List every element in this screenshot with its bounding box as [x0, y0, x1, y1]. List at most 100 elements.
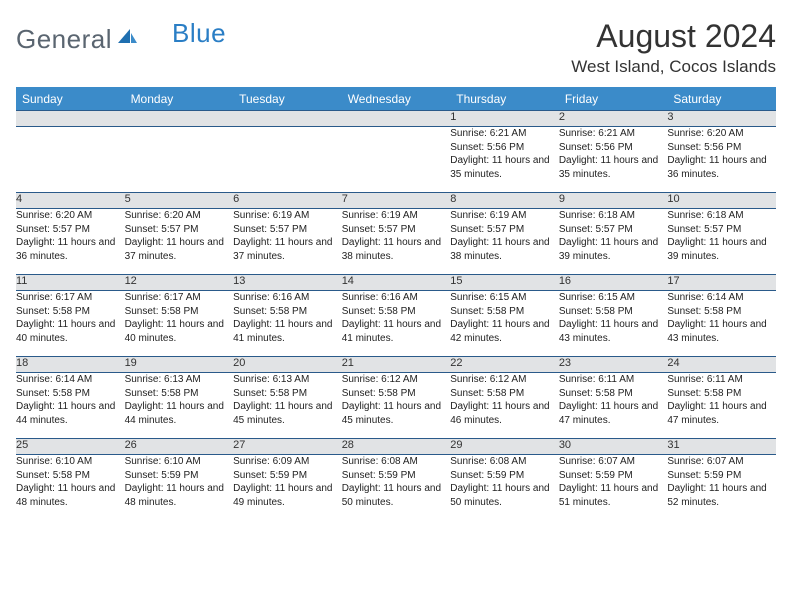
daylight-text: Daylight: 11 hours and 48 minutes. — [125, 482, 234, 509]
logo: General Blue — [16, 18, 226, 55]
sunset-text: Sunset: 5:59 PM — [233, 469, 342, 483]
day-details-cell: Sunrise: 6:18 AMSunset: 5:57 PMDaylight:… — [559, 209, 668, 275]
day-details-row: Sunrise: 6:10 AMSunset: 5:58 PMDaylight:… — [16, 455, 776, 521]
daylight-text: Daylight: 11 hours and 44 minutes. — [16, 400, 125, 427]
daylight-text: Daylight: 11 hours and 40 minutes. — [125, 318, 234, 345]
sunrise-text: Sunrise: 6:13 AM — [233, 373, 342, 387]
sunrise-text: Sunrise: 6:14 AM — [16, 373, 125, 387]
day-number-cell: 3 — [667, 111, 776, 127]
day-details-row: Sunrise: 6:14 AMSunset: 5:58 PMDaylight:… — [16, 373, 776, 439]
sunrise-text: Sunrise: 6:18 AM — [667, 209, 776, 223]
sunrise-text: Sunrise: 6:12 AM — [342, 373, 451, 387]
day-number-cell — [16, 111, 125, 127]
day-number-row: 18192021222324 — [16, 357, 776, 373]
sunset-text: Sunset: 5:58 PM — [342, 305, 451, 319]
daylight-text: Daylight: 11 hours and 48 minutes. — [16, 482, 125, 509]
day-details-cell: Sunrise: 6:12 AMSunset: 5:58 PMDaylight:… — [342, 373, 451, 439]
sunset-text: Sunset: 5:57 PM — [450, 223, 559, 237]
day-number-row: 45678910 — [16, 193, 776, 209]
sunset-text: Sunset: 5:56 PM — [667, 141, 776, 155]
sunrise-text: Sunrise: 6:19 AM — [342, 209, 451, 223]
sunrise-text: Sunrise: 6:19 AM — [450, 209, 559, 223]
sunset-text: Sunset: 5:58 PM — [16, 469, 125, 483]
day-number-cell: 16 — [559, 275, 668, 291]
day-details-cell: Sunrise: 6:11 AMSunset: 5:58 PMDaylight:… — [559, 373, 668, 439]
day-number-cell: 30 — [559, 439, 668, 455]
sunrise-text: Sunrise: 6:17 AM — [125, 291, 234, 305]
sunset-text: Sunset: 5:58 PM — [450, 305, 559, 319]
sunrise-text: Sunrise: 6:12 AM — [450, 373, 559, 387]
sunrise-text: Sunrise: 6:19 AM — [233, 209, 342, 223]
month-title: August 2024 — [571, 18, 776, 55]
daylight-text: Daylight: 11 hours and 38 minutes. — [342, 236, 451, 263]
sail-icon — [116, 27, 138, 52]
sunrise-text: Sunrise: 6:15 AM — [450, 291, 559, 305]
day-number-cell: 23 — [559, 357, 668, 373]
sunset-text: Sunset: 5:58 PM — [667, 305, 776, 319]
day-header: Friday — [559, 88, 668, 111]
day-number-cell: 7 — [342, 193, 451, 209]
sunrise-text: Sunrise: 6:20 AM — [125, 209, 234, 223]
day-details-cell: Sunrise: 6:16 AMSunset: 5:58 PMDaylight:… — [342, 291, 451, 357]
daylight-text: Daylight: 11 hours and 46 minutes. — [450, 400, 559, 427]
sunset-text: Sunset: 5:59 PM — [667, 469, 776, 483]
sunset-text: Sunset: 5:58 PM — [16, 387, 125, 401]
sunrise-text: Sunrise: 6:17 AM — [16, 291, 125, 305]
sunset-text: Sunset: 5:57 PM — [233, 223, 342, 237]
sunrise-text: Sunrise: 6:16 AM — [233, 291, 342, 305]
day-details-cell: Sunrise: 6:20 AMSunset: 5:57 PMDaylight:… — [125, 209, 234, 275]
logo-word-blue: Blue — [172, 18, 226, 49]
sunrise-text: Sunrise: 6:11 AM — [667, 373, 776, 387]
calendar-table: SundayMondayTuesdayWednesdayThursdayFrid… — [16, 87, 776, 521]
sunrise-text: Sunrise: 6:11 AM — [559, 373, 668, 387]
daylight-text: Daylight: 11 hours and 41 minutes. — [233, 318, 342, 345]
day-number-cell: 1 — [450, 111, 559, 127]
day-number-cell: 24 — [667, 357, 776, 373]
sunset-text: Sunset: 5:58 PM — [559, 305, 668, 319]
day-details-cell: Sunrise: 6:10 AMSunset: 5:59 PMDaylight:… — [125, 455, 234, 521]
sunrise-text: Sunrise: 6:14 AM — [667, 291, 776, 305]
day-number-row: 25262728293031 — [16, 439, 776, 455]
sunset-text: Sunset: 5:58 PM — [450, 387, 559, 401]
day-number-cell: 27 — [233, 439, 342, 455]
day-details-cell — [16, 127, 125, 193]
sunset-text: Sunset: 5:57 PM — [16, 223, 125, 237]
sunset-text: Sunset: 5:58 PM — [125, 305, 234, 319]
day-number-cell: 15 — [450, 275, 559, 291]
daylight-text: Daylight: 11 hours and 47 minutes. — [667, 400, 776, 427]
day-number-cell — [342, 111, 451, 127]
day-details-cell: Sunrise: 6:21 AMSunset: 5:56 PMDaylight:… — [559, 127, 668, 193]
sunset-text: Sunset: 5:59 PM — [125, 469, 234, 483]
daylight-text: Daylight: 11 hours and 45 minutes. — [233, 400, 342, 427]
daylight-text: Daylight: 11 hours and 43 minutes. — [667, 318, 776, 345]
sunrise-text: Sunrise: 6:08 AM — [342, 455, 451, 469]
sunrise-text: Sunrise: 6:10 AM — [16, 455, 125, 469]
sunset-text: Sunset: 5:58 PM — [233, 387, 342, 401]
daylight-text: Daylight: 11 hours and 49 minutes. — [233, 482, 342, 509]
calendar-header-row: SundayMondayTuesdayWednesdayThursdayFrid… — [16, 88, 776, 111]
day-number-cell — [233, 111, 342, 127]
day-number-cell: 29 — [450, 439, 559, 455]
sunrise-text: Sunrise: 6:21 AM — [559, 127, 668, 141]
day-header: Tuesday — [233, 88, 342, 111]
sunrise-text: Sunrise: 6:07 AM — [667, 455, 776, 469]
sunset-text: Sunset: 5:56 PM — [559, 141, 668, 155]
day-details-cell: Sunrise: 6:10 AMSunset: 5:58 PMDaylight:… — [16, 455, 125, 521]
daylight-text: Daylight: 11 hours and 52 minutes. — [667, 482, 776, 509]
sunrise-text: Sunrise: 6:08 AM — [450, 455, 559, 469]
sunrise-text: Sunrise: 6:13 AM — [125, 373, 234, 387]
day-number-cell: 20 — [233, 357, 342, 373]
day-number-cell: 25 — [16, 439, 125, 455]
day-header: Sunday — [16, 88, 125, 111]
daylight-text: Daylight: 11 hours and 43 minutes. — [559, 318, 668, 345]
sunset-text: Sunset: 5:58 PM — [233, 305, 342, 319]
daylight-text: Daylight: 11 hours and 38 minutes. — [450, 236, 559, 263]
daylight-text: Daylight: 11 hours and 36 minutes. — [667, 154, 776, 181]
sunset-text: Sunset: 5:59 PM — [559, 469, 668, 483]
sunrise-text: Sunrise: 6:18 AM — [559, 209, 668, 223]
day-details-cell: Sunrise: 6:13 AMSunset: 5:58 PMDaylight:… — [233, 373, 342, 439]
daylight-text: Daylight: 11 hours and 42 minutes. — [450, 318, 559, 345]
day-number-cell: 6 — [233, 193, 342, 209]
day-number-cell: 17 — [667, 275, 776, 291]
day-details-cell: Sunrise: 6:08 AMSunset: 5:59 PMDaylight:… — [342, 455, 451, 521]
